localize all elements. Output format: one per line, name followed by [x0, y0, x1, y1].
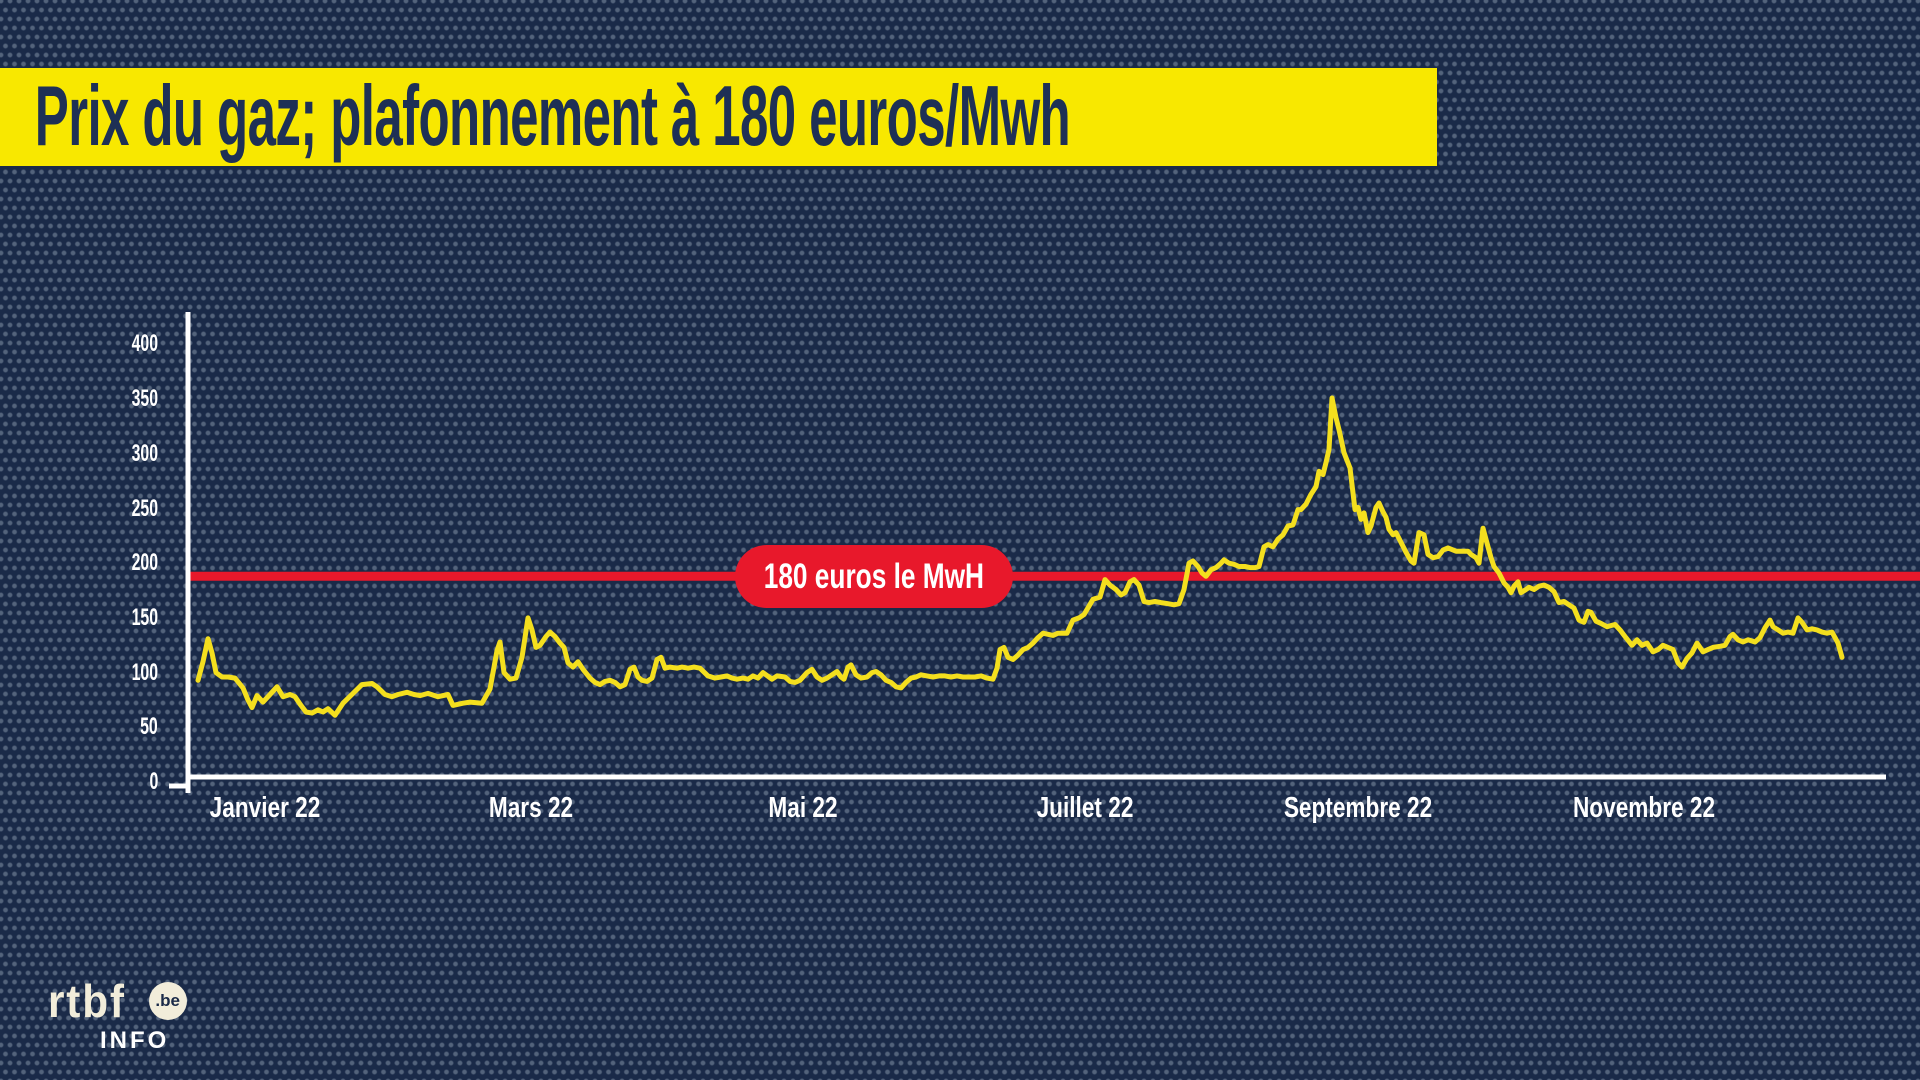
y-tick-label: 300 [131, 439, 158, 467]
x-tick-label: Mars 22 [488, 792, 574, 824]
rtbf-wordmark: rtbf [48, 975, 126, 1027]
y-tick-label: 400 [131, 330, 158, 358]
rtbf-be-label: .be [155, 991, 180, 1010]
x-tick-label: Novembre 22 [1572, 792, 1716, 824]
y-axis-labels: 400 350 300 250 200 150 100 50 0 [0, 0, 158, 1080]
cap-badge: 180 euros le MwH [735, 545, 1013, 608]
rtbf-info-label: INFO [100, 1027, 170, 1054]
y-tick-label: 0 [149, 768, 158, 795]
rtbf-logo-row: rtbf .be [48, 978, 187, 1024]
rtbf-logo: rtbf .be INFO [48, 978, 187, 1055]
x-tick-label: Septembre 22 [1283, 792, 1433, 824]
x-tick-label: Juillet 22 [1036, 792, 1134, 824]
y-tick-label: 250 [131, 494, 158, 522]
rtbf-be-circle: .be [148, 982, 187, 1020]
cap-badge-label: 180 euros le MwH [763, 556, 985, 596]
x-axis-labels: Janvier 22 Mars 22 Mai 22 Juillet 22 Septemb… [0, 792, 1920, 834]
x-tick-label: Janvier 22 [209, 792, 321, 824]
y-tick-label: 150 [131, 603, 158, 631]
title-banner: Prix du gaz; plafonnement à 180 euros/Mw… [0, 68, 1437, 166]
price-line [195, 395, 1845, 718]
y-tick-label: 200 [131, 549, 158, 577]
y-tick-label: 50 [140, 713, 158, 741]
x-tick-label: Mai 22 [768, 792, 838, 824]
y-tick-label: 100 [131, 658, 158, 686]
page-title: Prix du gaz; plafonnement à 180 euros/Mw… [34, 69, 1071, 164]
y-tick-label: 350 [131, 385, 158, 413]
